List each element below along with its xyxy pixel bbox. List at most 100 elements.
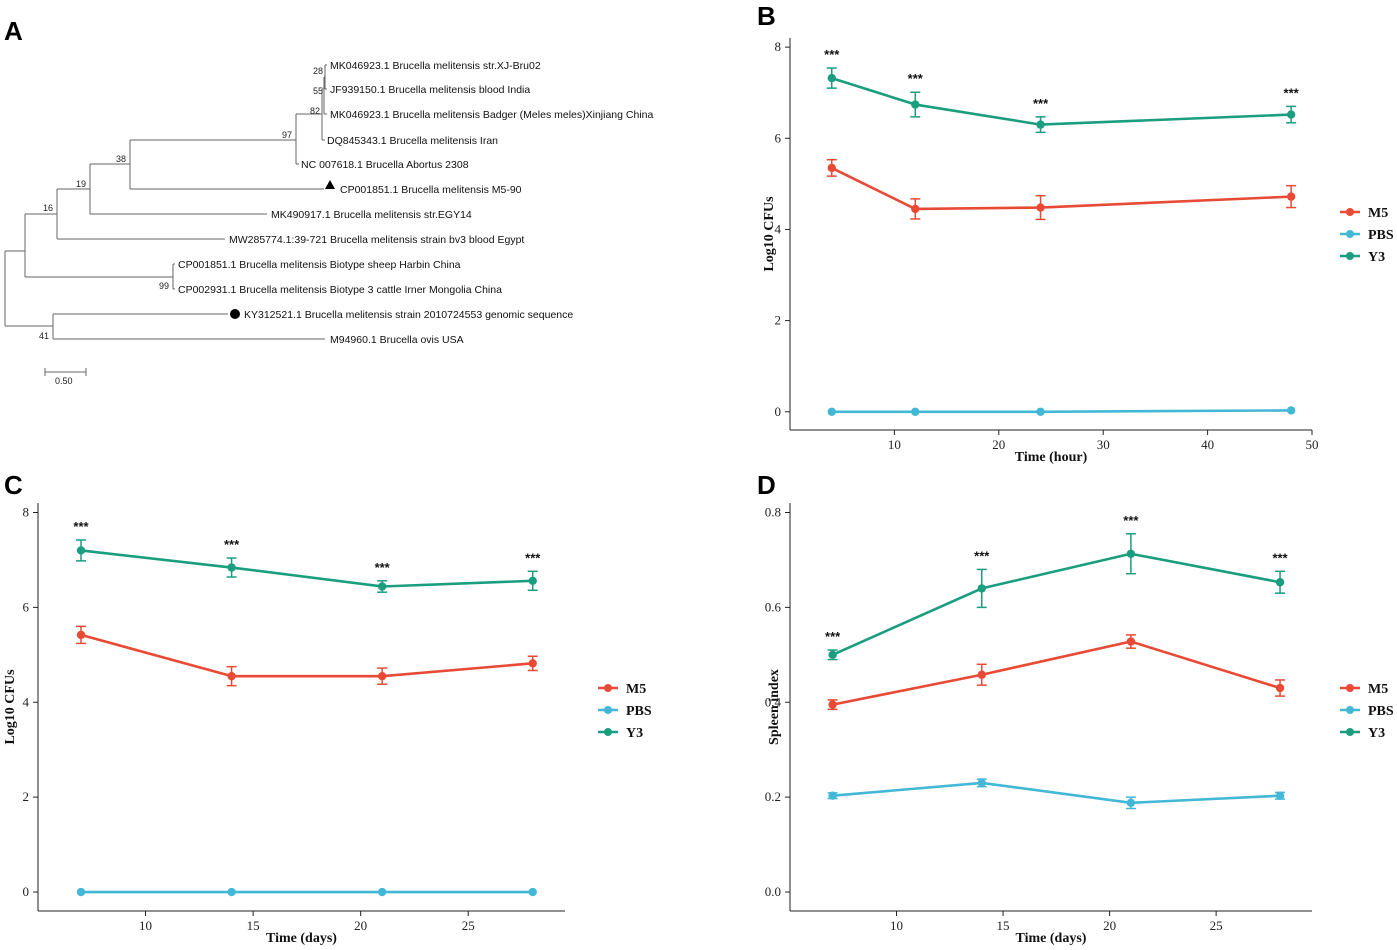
data-point-y3: [1275, 578, 1285, 587]
tree-leaf: DQ845343.1 Brucella melitensis Iran: [327, 135, 498, 147]
data-point-pbs: [1286, 406, 1296, 415]
data-point-pbs: [76, 887, 86, 897]
legend-label-pbs: PBS: [1368, 228, 1394, 243]
y-tick-label: 0.8: [765, 504, 781, 519]
tree-leaf: CP002931.1 Brucella melitensis Biotype 3…: [178, 284, 502, 296]
y-tick-label: 8: [23, 504, 30, 519]
data-point-m5: [828, 700, 837, 709]
data-point-y3: [828, 650, 837, 660]
legend-swatch-dot: [1346, 706, 1354, 714]
x-tick-label: 20: [992, 437, 1005, 452]
y-axis-title: Spleen index: [767, 669, 782, 745]
significance-label: ***: [825, 629, 841, 644]
data-point-y3: [1036, 120, 1045, 129]
y-tick-label: 6: [23, 599, 30, 614]
y-tick-label: 2: [775, 313, 782, 328]
x-tick-label: 15: [997, 918, 1010, 933]
circle-marker-icon: [230, 309, 240, 319]
legend-swatch-dot: [604, 706, 612, 714]
panel-letter-a: A: [4, 16, 23, 46]
legend-swatch-dot: [1346, 252, 1354, 260]
tree-leaf: CP001851.1 Brucella melitensis M5-90: [340, 184, 522, 196]
legend-label-m5: M5: [626, 682, 646, 697]
bootstrap-value: 38: [116, 154, 126, 164]
significance-label: ***: [824, 47, 840, 62]
data-point-y3: [528, 576, 537, 586]
data-point-m5: [911, 204, 920, 214]
y-tick-label: 4: [23, 694, 30, 709]
x-tick-label: 10: [890, 918, 903, 933]
data-point-pbs: [1126, 798, 1136, 808]
bootstrap-value: 19: [76, 179, 86, 189]
series-line-m5: [831, 166, 1292, 211]
x-tick-label: 50: [1306, 437, 1319, 452]
x-tick-label: 25: [462, 918, 475, 933]
triangle-marker-icon: [325, 180, 335, 189]
y-tick-label: 0: [23, 884, 30, 899]
bootstrap-value: 28: [313, 66, 323, 76]
significance-label: ***: [908, 71, 924, 86]
significance-label: ***: [1284, 85, 1300, 100]
significance-label: ***: [1123, 513, 1139, 528]
y-tick-label: 2: [23, 789, 30, 804]
legend-label-m5: M5: [1368, 682, 1388, 697]
data-point-pbs: [227, 887, 236, 897]
x-tick-label: 25: [1210, 918, 1223, 933]
series-line-m5: [832, 640, 1281, 706]
bootstrap-value: 55: [313, 86, 323, 96]
series-line-pbs: [831, 409, 1292, 414]
series-line-y3: [80, 549, 533, 588]
data-point-y3: [377, 582, 387, 591]
bootstrap-value: 99: [159, 281, 169, 291]
legend-label-y3: Y3: [1368, 250, 1385, 265]
significance-label: ***: [1272, 550, 1288, 565]
data-point-pbs: [1275, 791, 1285, 800]
series-line-y3: [831, 76, 1292, 126]
y-tick-label: 8: [775, 39, 782, 54]
y-tick-label: 0.6: [765, 599, 782, 614]
data-point-m5: [76, 630, 86, 640]
y-tick-label: 6: [775, 130, 782, 145]
x-axis-title: Time (hour): [1015, 450, 1088, 465]
panel-letter-c: C: [4, 470, 23, 500]
phylogenetic-tree: [4, 64, 327, 376]
significance-label: ***: [525, 550, 541, 565]
y-tick-label: 0.0: [765, 884, 781, 899]
x-tick-label: 20: [354, 918, 367, 933]
y-axis-title: Log10 CFUs: [3, 669, 18, 745]
legend-swatch-dot: [604, 728, 612, 736]
y-tick-label: 0.2: [765, 789, 781, 804]
data-point-pbs: [977, 778, 986, 788]
data-point-m5: [977, 670, 986, 679]
tree-labels: MK046923.1 Brucella melitensis str.XJ-Br…: [39, 60, 653, 386]
data-point-pbs: [911, 407, 920, 416]
tree-leaf: MK046923.1 Brucella melitensis str.XJ-Br…: [330, 60, 541, 72]
legend-label-y3: Y3: [626, 726, 643, 741]
chart-panel-b: 10 20 30 40 50 0 2 4 6 8 Time (hour) Log10 CFUs *** *…: [762, 38, 1394, 465]
x-axis-title: Time (days): [1016, 931, 1087, 946]
series-line-y3: [832, 552, 1281, 657]
x-tick-label: 15: [247, 918, 260, 933]
data-point-m5: [227, 671, 236, 681]
significance-label: ***: [1033, 96, 1049, 111]
data-point-m5: [528, 659, 537, 668]
x-tick-label: 40: [1201, 437, 1214, 452]
legend-label-m5: M5: [1368, 206, 1388, 221]
data-point-y3: [911, 100, 920, 109]
series-line-pbs: [832, 781, 1281, 805]
data-point-m5: [1275, 683, 1285, 693]
data-point-y3: [76, 546, 86, 555]
data-point-y3: [1126, 549, 1136, 558]
bootstrap-value: 41: [39, 331, 49, 341]
legend-swatch-dot: [1346, 684, 1354, 692]
chart-panel-c: 10 15 20 25 0 2 4 6 8 Time (days) Log10 CFUs *** ***…: [3, 503, 652, 946]
data-point-pbs: [1036, 407, 1045, 416]
legend-swatch-dot: [1346, 728, 1354, 736]
x-tick-label: 30: [1097, 437, 1110, 452]
significance-label: ***: [224, 537, 240, 552]
legend-swatch-dot: [1346, 208, 1354, 216]
data-point-pbs: [377, 887, 387, 897]
data-point-pbs: [528, 887, 537, 897]
data-point-m5: [1286, 192, 1296, 201]
legend-label-pbs: PBS: [626, 704, 652, 719]
